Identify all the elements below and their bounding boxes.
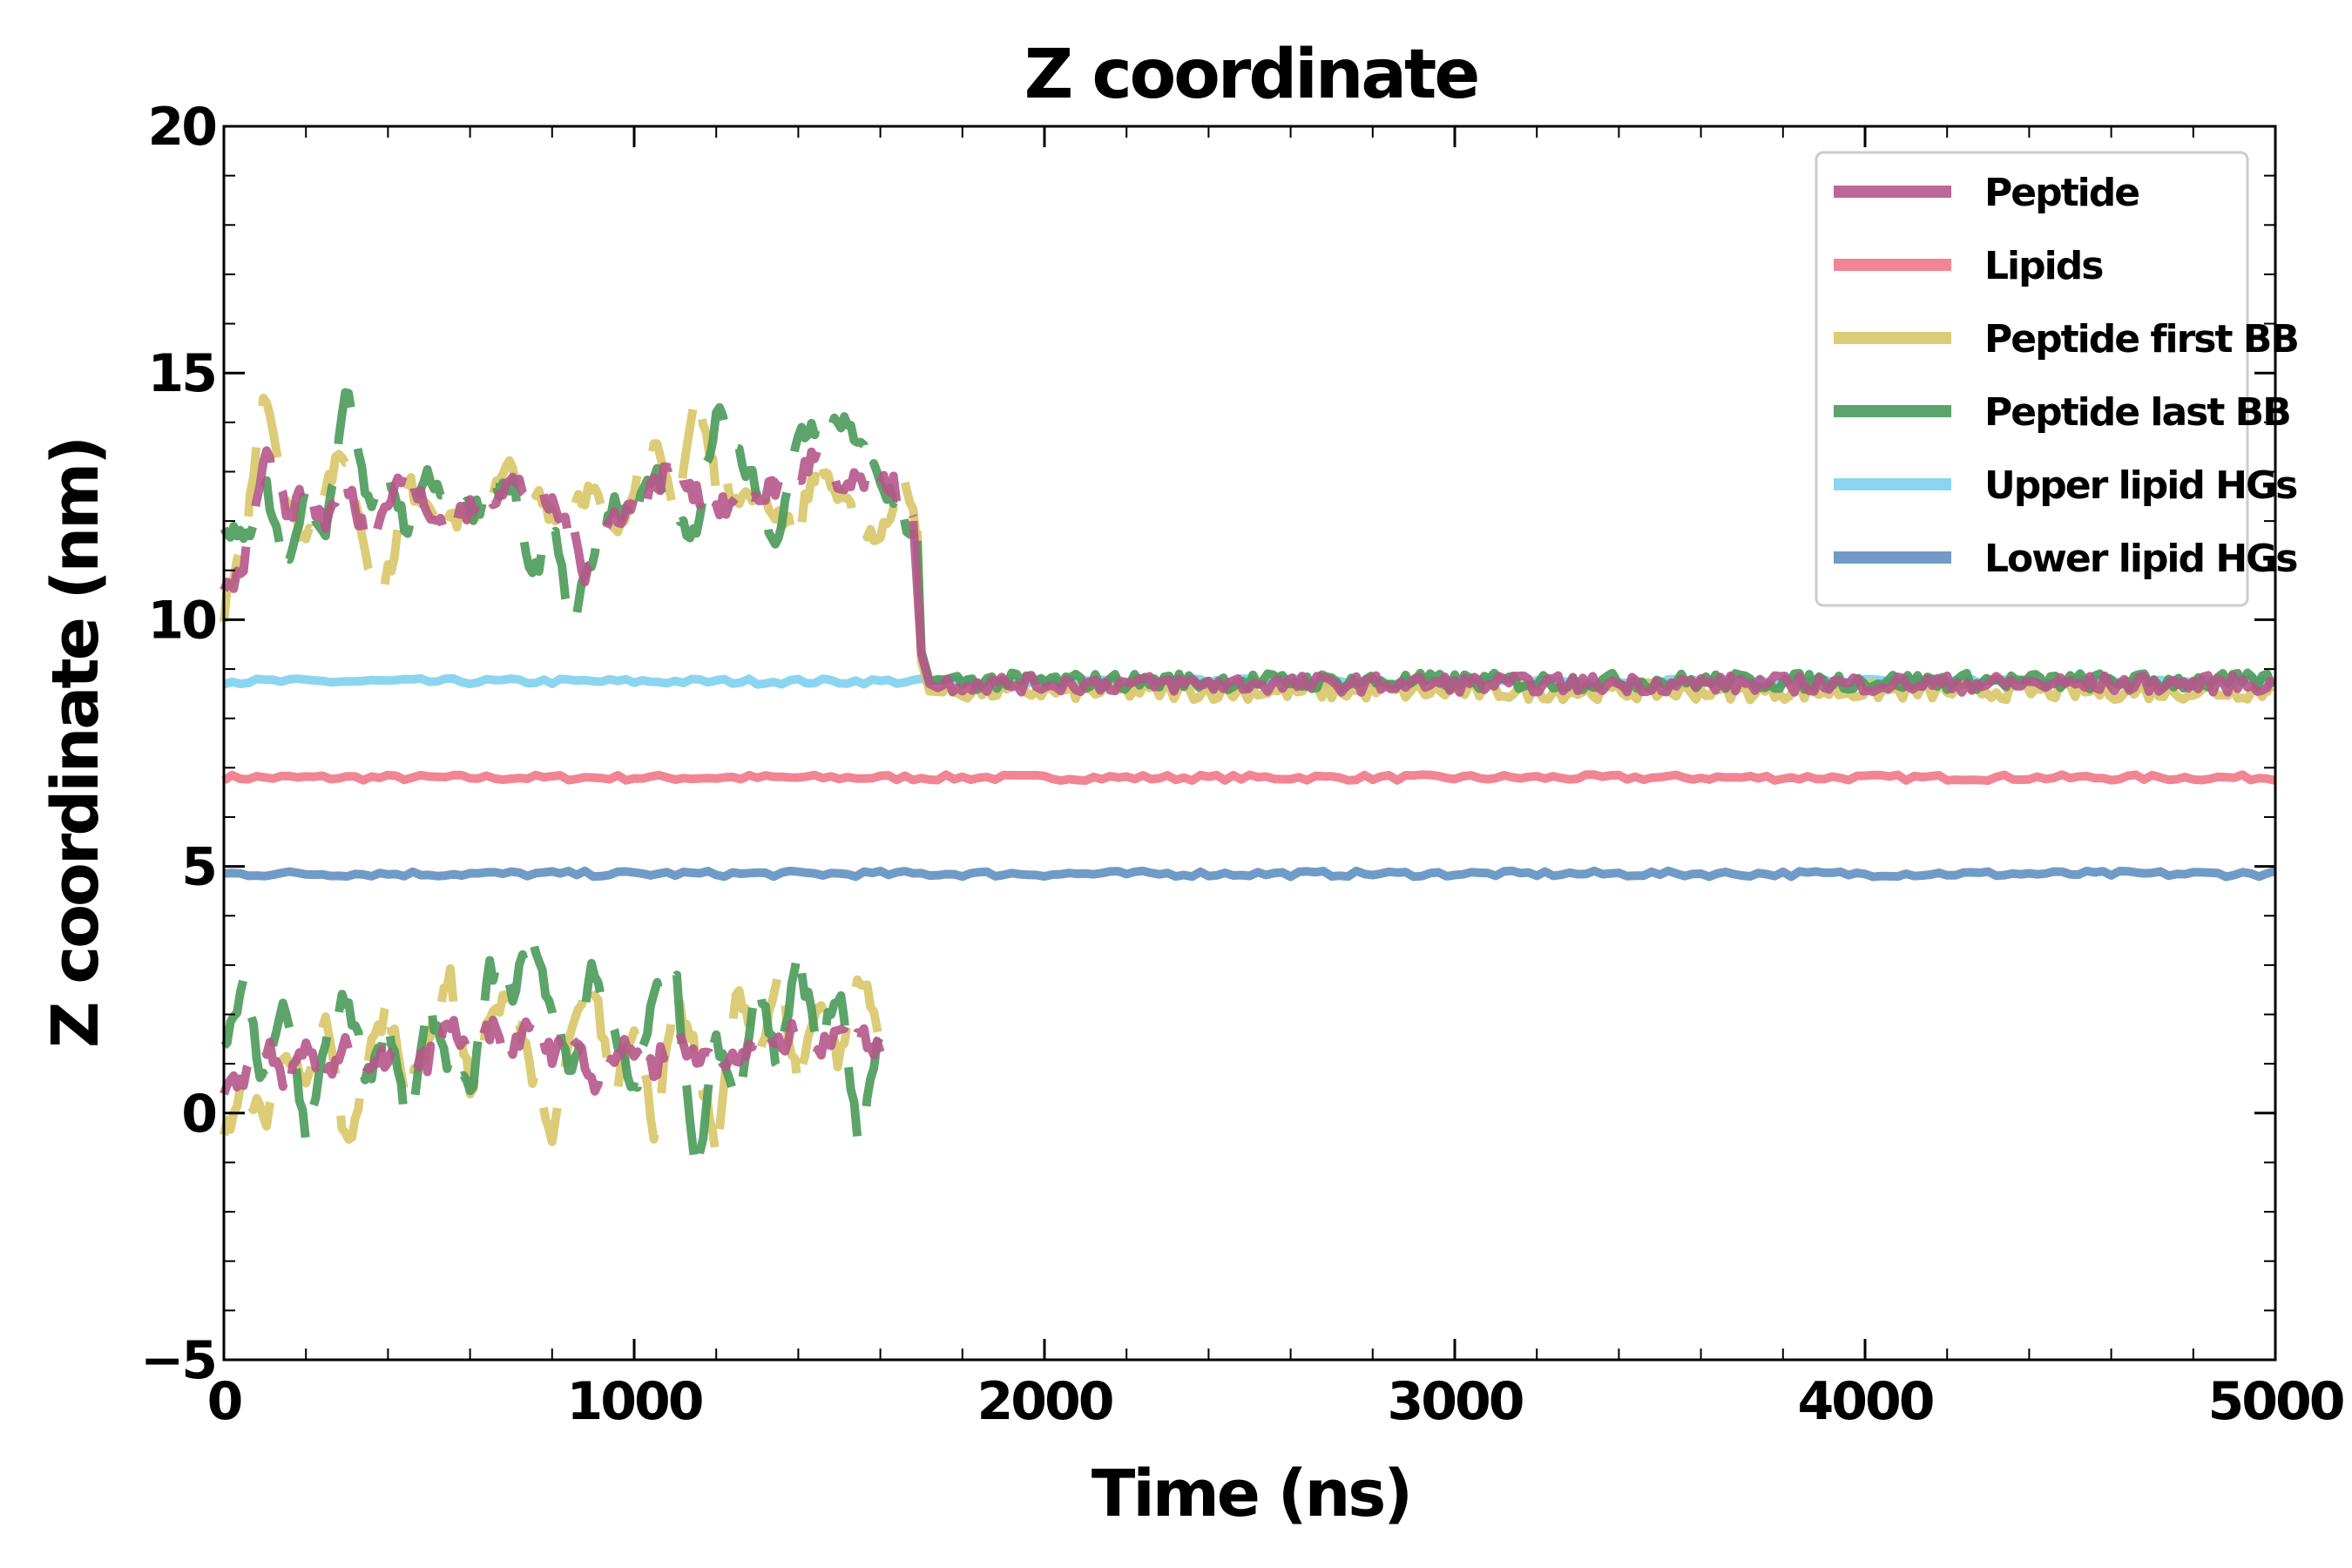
y-tick-label: 0 — [181, 1084, 215, 1145]
series-layer — [220, 388, 2277, 1179]
y-tick-label: 15 — [148, 343, 216, 404]
series-peptide-lower-image — [220, 1009, 885, 1096]
y-axis-title: Z coordinate (nm) — [38, 438, 113, 1048]
series-lipids — [221, 770, 2277, 785]
x-tick-label: 3000 — [1388, 1371, 1523, 1432]
legend-label: Lower lipid HGs — [1984, 537, 2297, 581]
legend-label: Upper lipid HGs — [1984, 463, 2297, 508]
series-lower-lipid-hgs — [223, 866, 2277, 882]
series-peptide-first-bb-upper-image — [220, 389, 921, 623]
legend: Peptide Lipids Peptide first BB Peptide las… — [1815, 151, 2300, 607]
y-tick-label: 20 — [148, 97, 216, 158]
legend-label: Lipids — [1984, 244, 2103, 288]
x-tick-label: 1000 — [567, 1371, 702, 1432]
x-tick-label: 0 — [207, 1371, 241, 1432]
y-tick-label: 5 — [181, 837, 215, 898]
legend-label: Peptide — [1984, 171, 2139, 215]
legend-label: Peptide last BB — [1984, 390, 2290, 435]
legend-label: Peptide first BB — [1984, 317, 2298, 362]
x-tick-label: 2000 — [977, 1371, 1112, 1432]
plot-frame — [222, 125, 2277, 1362]
series-peptide-last-bb-lower-image — [220, 935, 885, 1179]
y-tick-label: −5 — [140, 1330, 215, 1391]
series-peptide-last-bb-upper-image — [220, 388, 919, 629]
y-tick-label: 10 — [148, 590, 216, 651]
x-axis-title: Time (ns) — [1092, 1456, 1410, 1531]
x-tick-label: 5000 — [2208, 1371, 2343, 1432]
series-peptide-settled — [909, 520, 2276, 697]
chart-title: Z coordinate — [1024, 36, 1478, 114]
legend-items: Peptide Lipids Peptide first BB Peptide las… — [1834, 171, 2300, 581]
x-tick-label: 4000 — [1798, 1371, 1933, 1432]
